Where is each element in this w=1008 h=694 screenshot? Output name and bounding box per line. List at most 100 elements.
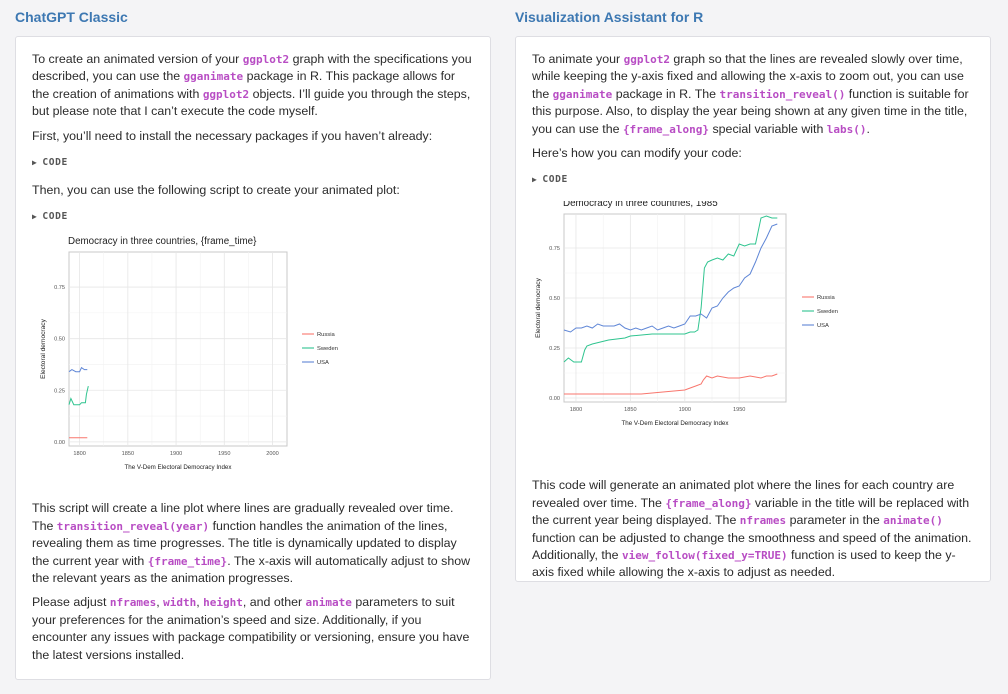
inline-code: nframes (739, 514, 787, 528)
legend-label: USA (317, 360, 329, 366)
x-tick-label: 1800 (73, 451, 85, 457)
inline-code: gganimate (183, 70, 244, 84)
inline-code: {frame_along} (665, 496, 752, 510)
code-toggle-label: CODE (542, 174, 568, 186)
y-tick-label: 0.75 (54, 286, 65, 292)
intro-paragraph: To animate your ggplot2 graph so that th… (532, 51, 974, 138)
code-toggle-label: CODE (42, 157, 68, 169)
script-paragraph: Then, you can use the following script t… (32, 183, 400, 198)
inline-code: labs() (826, 122, 867, 136)
disclosure-triangle-icon: ▶ (532, 175, 538, 185)
text-run: . (866, 121, 870, 136)
plot-panel (68, 251, 288, 447)
y-axis-label: Electoral democracy (535, 278, 542, 338)
legend-label: Sweden (317, 346, 338, 352)
inline-code: nframes (109, 596, 157, 610)
text-run: special variable with (709, 121, 827, 136)
plot-panel (563, 213, 787, 403)
chart-title: Democracy in three countries, 1985 (563, 201, 718, 209)
inline-code: gganimate (552, 87, 613, 101)
disclosure-triangle-icon: ▶ (32, 212, 38, 222)
legend-label: Russia (317, 332, 335, 338)
inline-code: {frame_time} (147, 554, 228, 568)
x-tick-label: 1800 (570, 407, 582, 413)
x-tick-label: 2000 (266, 451, 278, 457)
inline-code: height (203, 596, 243, 610)
x-tick-label: 1950 (733, 407, 745, 413)
x-tick-label: 1850 (122, 451, 134, 457)
text-run: function handles the animation of the li… (32, 518, 457, 568)
series-line-usa (68, 367, 88, 373)
code-toggle-label: CODE (42, 211, 68, 223)
code-toggle[interactable]: ▶ CODE (32, 206, 474, 228)
series-line-usa (563, 223, 778, 333)
install-paragraph: First, you’ll need to install the necess… (32, 128, 433, 143)
text-run: This script will create a line plot wher… (32, 501, 454, 533)
text-run: , and other (242, 595, 306, 610)
text-run: function can be adjusted to change the s… (532, 530, 972, 563)
animated-plot-chart: Democracy in three countries, 1985 0.00 0.… (535, 201, 838, 427)
inline-code: view_follow(fixed_y=TRUE) (622, 549, 788, 563)
text-run: graph so that the lines are revealed slo… (532, 52, 964, 101)
code-toggle[interactable]: ▶ CODE (532, 169, 974, 191)
legend-label: Russia (817, 295, 835, 301)
text-run: Please adjust (32, 595, 110, 610)
y-tick-label: 0.00 (549, 396, 560, 402)
series-line-sweden (68, 386, 89, 406)
text-run: function is suitable for this purpose. A… (532, 86, 969, 136)
adjust-paragraph: Please adjust nframes, width, height, an… (32, 594, 474, 664)
inline-code: ggplot2 (623, 53, 670, 66)
text-run: , (156, 595, 164, 610)
text-run: function is used to keep the y-axis fixe… (532, 548, 956, 580)
disclosure-triangle-icon: ▶ (32, 158, 38, 168)
left-column: ChatGPT Classic To create an animated ve… (15, 0, 491, 680)
text-run: . The x-axis will automatically adjust t… (32, 553, 471, 586)
legend-label: Sweden (817, 309, 838, 315)
chart-title: Democracy in three countries, {frame_tim… (68, 236, 257, 247)
y-tick-label: 0.75 (549, 246, 560, 252)
outro-paragraph: This code will generate an animated plot… (532, 477, 974, 581)
column-title: ChatGPT Classic (15, 9, 128, 25)
inline-code: animate() (883, 514, 943, 528)
text-run: This code will generate an animated plot… (532, 478, 955, 510)
text-run: package in R. The (612, 86, 720, 101)
explain-paragraph: This script will create a line plot wher… (32, 500, 474, 587)
y-tick-label: 0.25 (549, 346, 560, 352)
x-tick-label: 1900 (170, 451, 182, 457)
y-tick-label: 0.50 (549, 296, 560, 302)
right-column: Visualization Assistant for R To animate… (515, 0, 991, 582)
text-run: To create an animated version of your (32, 52, 243, 66)
x-axis-label: The V-Dem Electoral Democracy Index (125, 464, 233, 471)
text-run: graph with the specifications you descri… (32, 52, 472, 84)
text-run: , (196, 595, 204, 610)
text-run: package in R. This package allows for th… (32, 69, 456, 101)
x-tick-label: 1900 (679, 407, 691, 413)
y-tick-label: 0.25 (54, 389, 65, 395)
response-card: To animate your ggplot2 graph so that th… (515, 36, 991, 582)
text-run: parameter in the (786, 513, 884, 528)
y-axis-label: Electoral democracy (40, 319, 47, 379)
text-run: parameters to suit your preferences for … (32, 595, 470, 662)
modify-paragraph: Here’s how you can modify your code: (532, 146, 742, 161)
text-run: To animate your (532, 52, 624, 66)
y-tick-label: 0.00 (54, 440, 65, 446)
response-card: To create an animated version of your gg… (15, 36, 491, 680)
y-tick-label: 0.50 (54, 337, 65, 343)
inline-code: animate (305, 596, 352, 610)
inline-code: transition_reveal(year) (56, 519, 210, 533)
inline-code: width (163, 596, 197, 610)
inline-code: {frame_along} (622, 122, 710, 136)
intro-paragraph: To create an animated version of your gg… (32, 51, 474, 121)
code-toggle[interactable]: ▶ CODE (32, 152, 474, 174)
series-line-sweden (563, 215, 778, 363)
x-tick-label: 1850 (624, 407, 636, 413)
animated-plot-chart: Democracy in three countries, {frame_tim… (40, 236, 338, 471)
column-title: Visualization Assistant for R (515, 9, 704, 25)
text-run: objects. I’ll guide you through the step… (32, 86, 471, 119)
x-tick-label: 1950 (218, 451, 230, 457)
legend-label: USA (817, 323, 829, 329)
x-axis-label: The V-Dem Electoral Democracy Index (622, 420, 730, 427)
inline-code: transition_reveal() (719, 87, 846, 101)
inline-code: ggplot2 (202, 87, 250, 101)
text-run: variable in the title will be replaced w… (532, 495, 970, 528)
